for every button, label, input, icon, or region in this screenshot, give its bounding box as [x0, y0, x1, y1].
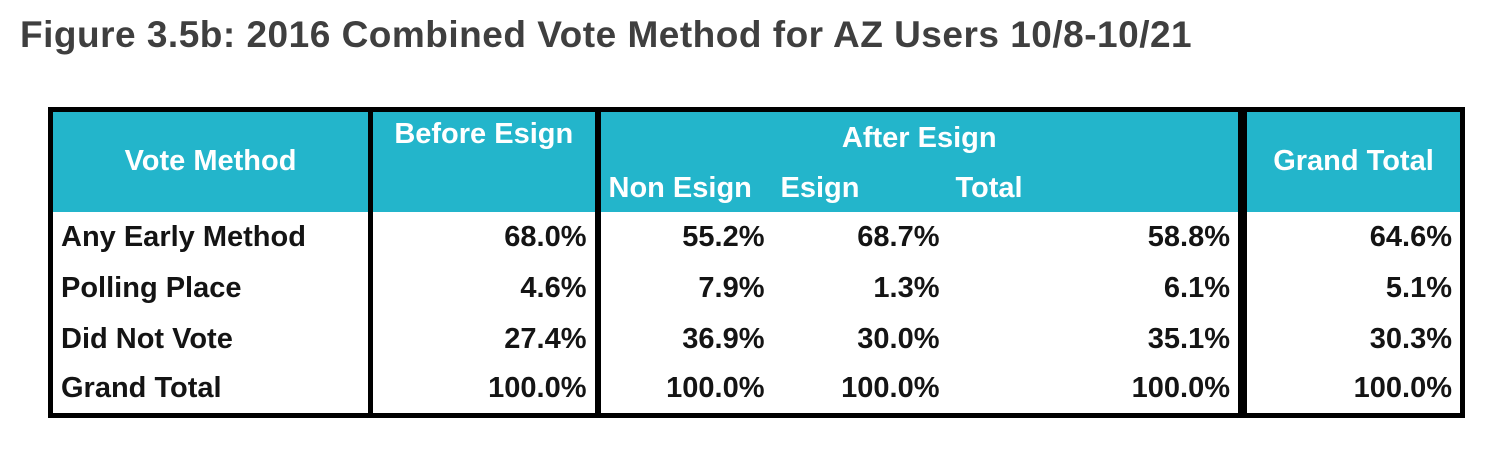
cell-grand-total: 5.1% — [1242, 262, 1463, 314]
row-label: Grand Total — [50, 364, 373, 416]
table-row-did-not-vote: Did Not Vote 27.4% 36.9% 30.0% 35.1% 30.… — [50, 313, 1463, 365]
column-header-non-esign: Non Esign — [597, 165, 773, 212]
table-row-any-early-method: Any Early Method 68.0% 55.2% 68.7% 58.8%… — [50, 211, 1463, 263]
header-row-sub: Non Esign Esign Total — [51, 165, 1463, 212]
cell-before-esign: 68.0% — [370, 211, 601, 263]
cell-esign: 30.0% — [772, 313, 948, 365]
cell-before-esign: 27.4% — [370, 313, 601, 365]
table-row-grand-total: Grand Total 100.0% 100.0% 100.0% 100.0% … — [50, 364, 1463, 416]
column-header-grand-total: Grand Total — [1242, 109, 1463, 212]
column-header-before-esign: Before Esign — [370, 109, 601, 212]
cell-esign: 68.7% — [772, 211, 948, 263]
cell-non-esign: 55.2% — [597, 211, 773, 263]
cell-after-total: 35.1% — [947, 313, 1247, 365]
column-header-after-esign: After Esign — [597, 109, 1247, 166]
cell-non-esign: 7.9% — [597, 262, 773, 314]
cell-esign: 100.0% — [772, 364, 948, 416]
cell-before-esign: 4.6% — [370, 262, 601, 314]
row-label: Did Not Vote — [50, 313, 373, 365]
cell-grand-total: 64.6% — [1242, 211, 1463, 263]
column-header-total: Total — [947, 165, 1247, 212]
table-body: Any Early Method 68.0% 55.2% 68.7% 58.8%… — [50, 211, 1463, 416]
cell-before-esign: 100.0% — [370, 364, 601, 416]
cell-non-esign: 100.0% — [597, 364, 773, 416]
figure-title: Figure 3.5b: 2016 Combined Vote Method f… — [20, 14, 1193, 55]
cell-after-total: 6.1% — [947, 262, 1247, 314]
table-row-polling-place: Polling Place 4.6% 7.9% 1.3% 6.1% 5.1% — [50, 262, 1463, 314]
row-label: Polling Place — [50, 262, 373, 314]
cell-esign: 1.3% — [772, 262, 948, 314]
header-row-top: Vote Method Before Esign After Esign Gra… — [50, 109, 1463, 212]
cell-after-total: 100.0% — [947, 364, 1247, 416]
cell-grand-total: 100.0% — [1242, 364, 1463, 416]
cell-after-total: 58.8% — [947, 211, 1247, 263]
cell-non-esign: 36.9% — [597, 313, 773, 365]
vote-method-table: Vote Method Before Esign After Esign Gra… — [48, 107, 1465, 418]
cell-grand-total: 30.3% — [1242, 313, 1463, 365]
table-header: Vote Method Before Esign After Esign Gra… — [50, 109, 1463, 212]
column-header-vote-method: Vote Method — [50, 109, 373, 212]
row-label: Any Early Method — [50, 211, 373, 263]
column-header-esign: Esign — [772, 165, 948, 212]
